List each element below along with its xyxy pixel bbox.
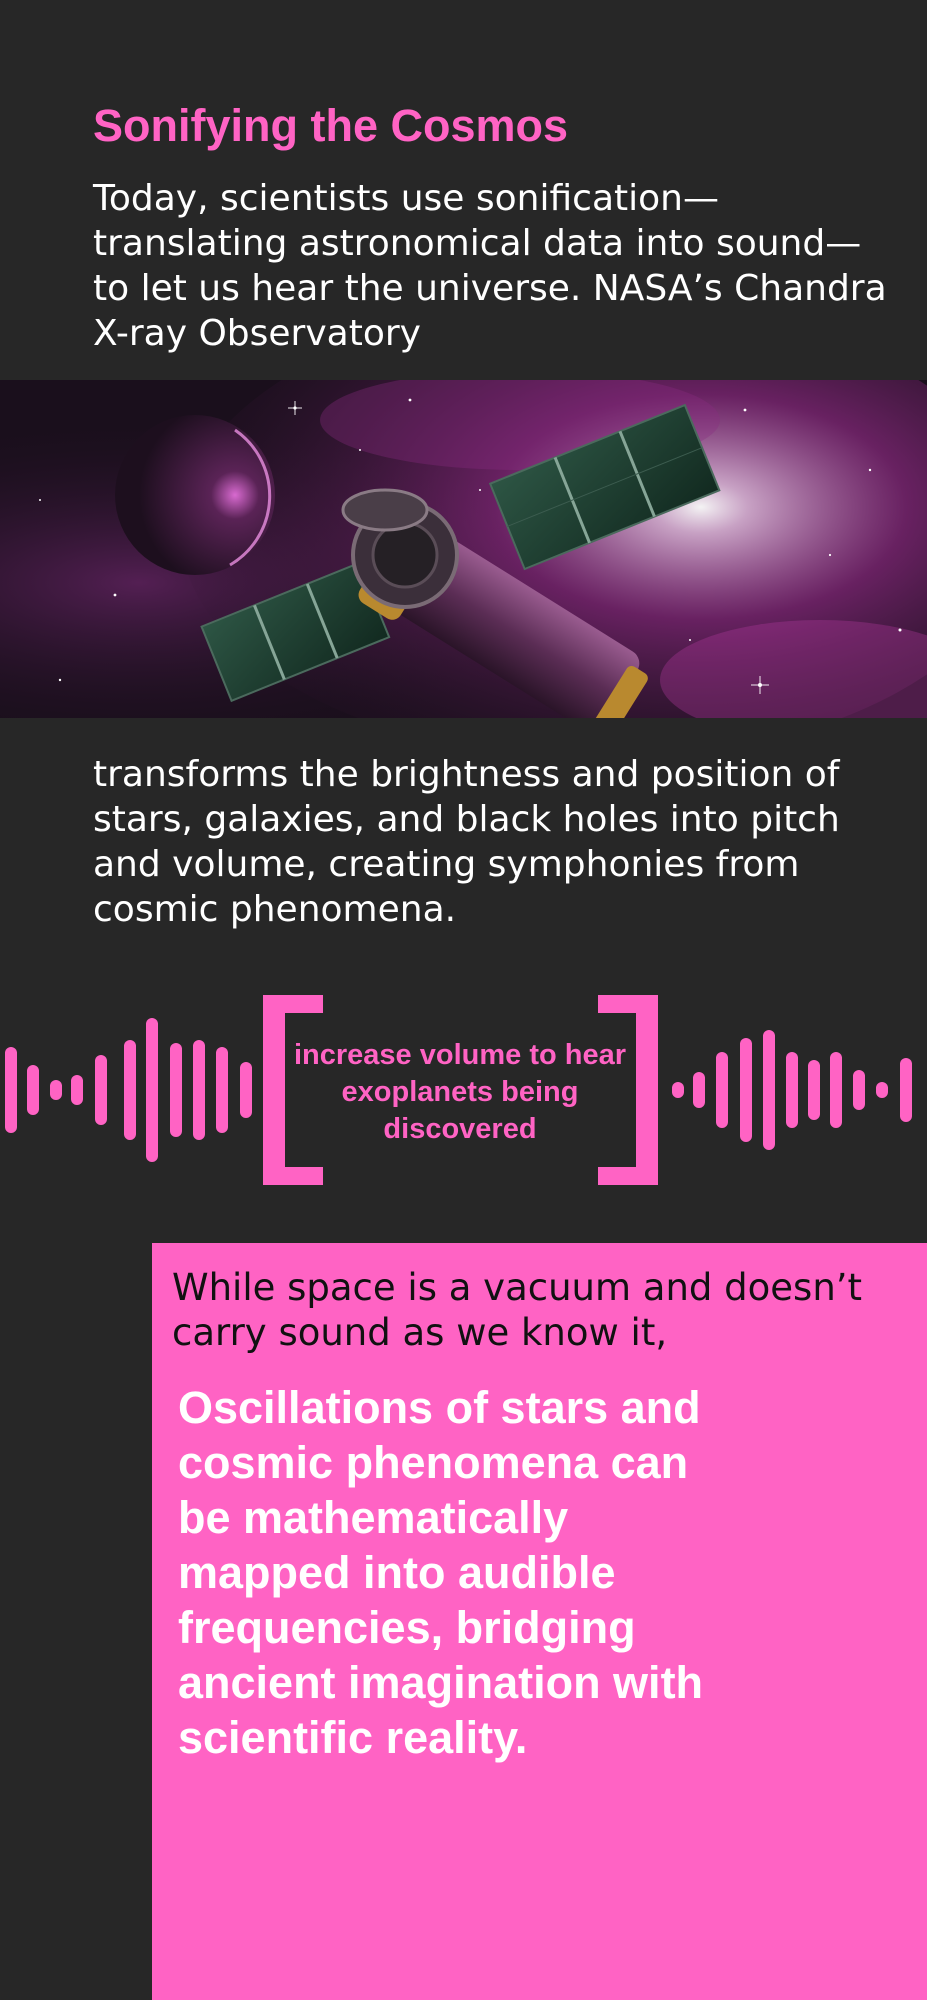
intro-paragraph: Today, scientists use sonification—trans… xyxy=(93,178,887,354)
waveform-bar xyxy=(900,1058,912,1122)
waveform-bar xyxy=(27,1065,39,1115)
panel-quote-text: Oscillations of stars and cosmic phenome… xyxy=(178,1382,704,1763)
waveform-bar xyxy=(5,1047,17,1133)
waveform-bar xyxy=(95,1055,107,1125)
waveform-bar xyxy=(876,1082,888,1098)
waveform-bar xyxy=(808,1060,820,1120)
waveform-bar xyxy=(830,1052,842,1128)
hero-image xyxy=(0,380,927,718)
waveform-bar xyxy=(146,1018,158,1162)
waveform-bar xyxy=(763,1030,775,1150)
waveform-bar xyxy=(693,1072,705,1108)
continuation-paragraph: transforms the brightness and position o… xyxy=(93,754,840,930)
sound-waveform: increase volume to hear exoplanets being… xyxy=(0,990,927,1190)
panel-lead-text: While space is a vacuum and doesn’t carr… xyxy=(172,1266,863,1354)
waveform-bar xyxy=(50,1080,62,1100)
bracket-right xyxy=(598,995,658,1185)
highlight-panel: While space is a vacuum and doesn’t carr… xyxy=(152,1243,927,2000)
page-title: Sonifying the Cosmos xyxy=(93,100,569,151)
waveform-bar xyxy=(672,1082,684,1098)
volume-prompt: increase volume to hear exoplanets being… xyxy=(293,1039,627,1145)
waveform-bar xyxy=(193,1040,205,1140)
bracket-left xyxy=(263,995,323,1185)
waveform-bar xyxy=(71,1075,83,1105)
waveform-bar xyxy=(216,1047,228,1133)
waveform-bar xyxy=(740,1038,752,1142)
waveform-bar xyxy=(240,1062,252,1118)
waveform-bar xyxy=(786,1052,798,1128)
waveform-bar xyxy=(716,1052,728,1128)
waveform-bar xyxy=(853,1070,865,1110)
chandra-illustration xyxy=(0,380,927,718)
waveform-bar xyxy=(124,1040,136,1140)
waveform-bar xyxy=(170,1043,182,1137)
